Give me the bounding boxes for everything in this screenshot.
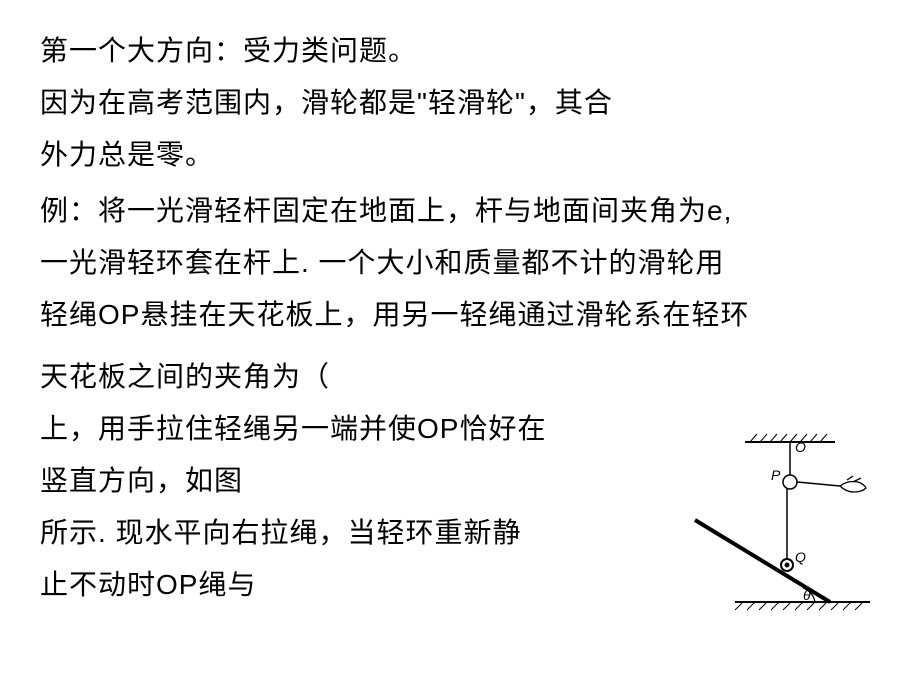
label-O: O xyxy=(795,439,806,455)
para3-line5: 止不动时OP绳与 xyxy=(40,564,640,606)
para1-line2: 外力总是零。 xyxy=(40,134,880,176)
physics-diagram: O P Q θ xyxy=(675,430,875,630)
para2-line3: 轻绳OP悬挂在天花板上，用另一轻绳通过滑轮系在轻环 xyxy=(40,294,880,336)
label-P: P xyxy=(771,467,781,483)
para3-line4: 所示. 现水平向右拉绳，当轻环重新静 xyxy=(40,512,640,554)
para2-line1: 例：将一光滑轻杆固定在地面上，杆与地面间夹角为e, xyxy=(40,190,880,232)
label-theta: θ xyxy=(803,587,811,603)
heading: 第一个大方向：受力类问题。 xyxy=(40,30,880,72)
para3-line2: 上，用手拉住轻绳另一端并使OP恰好在 xyxy=(40,408,640,450)
label-Q: Q xyxy=(795,549,806,565)
para1-line1: 因为在高考范围内，滑轮都是"轻滑轮"，其合 xyxy=(40,82,880,124)
para2-line2: 一光滑轻环套在杆上. 一个大小和质量都不计的滑轮用 xyxy=(40,242,880,284)
para3-line3: 竖直方向，如图 xyxy=(40,460,640,502)
para3-line1: 天花板之间的夹角为（ xyxy=(40,356,880,398)
